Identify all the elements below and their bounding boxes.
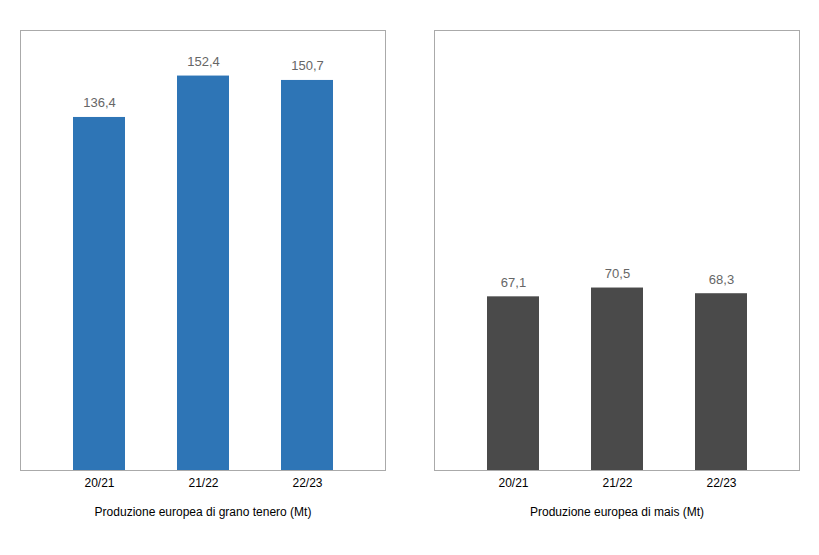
svg-text:150,7: 150,7 xyxy=(291,58,324,73)
svg-text:21/22: 21/22 xyxy=(188,476,218,490)
svg-text:20/21: 20/21 xyxy=(498,476,528,490)
svg-text:136,4: 136,4 xyxy=(83,95,116,110)
svg-text:70,5: 70,5 xyxy=(605,266,630,281)
svg-text:21/22: 21/22 xyxy=(602,476,632,490)
svg-text:68,3: 68,3 xyxy=(709,272,734,287)
svg-text:20/21: 20/21 xyxy=(84,476,114,490)
svg-text:152,4: 152,4 xyxy=(187,54,220,69)
svg-text:67,1: 67,1 xyxy=(501,275,526,290)
svg-text:22/23: 22/23 xyxy=(292,476,322,490)
svg-text:Produzione europea di grano te: Produzione europea di grano tenero (Mt) xyxy=(95,505,312,519)
svg-text:22/23: 22/23 xyxy=(706,476,736,490)
svg-text:Produzione europea di mais (Mt: Produzione europea di mais (Mt) xyxy=(530,505,704,519)
